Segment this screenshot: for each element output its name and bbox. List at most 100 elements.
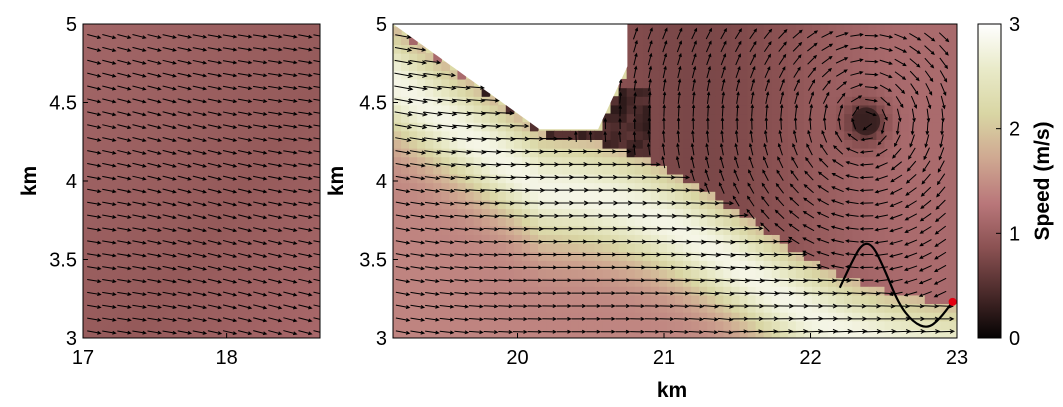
speed-cell (651, 88, 660, 97)
speed-cell (441, 303, 450, 312)
speed-cell (619, 174, 628, 183)
speed-cell (812, 321, 821, 330)
speed-cell (627, 105, 636, 114)
speed-cell (538, 191, 547, 200)
speed-cell (707, 44, 716, 53)
speed-cell (514, 165, 523, 174)
speed-cell (796, 278, 805, 287)
speed-cell (957, 165, 966, 174)
speed-cell (466, 329, 475, 338)
speed-cell (441, 88, 450, 97)
speed-cell (522, 312, 531, 321)
speed-cell (917, 113, 926, 122)
speed-cell (602, 252, 611, 261)
speed-cell (627, 96, 636, 105)
speed-cell (619, 252, 628, 261)
speed-cell (764, 174, 773, 183)
speed-cell (425, 278, 434, 287)
speed-cell (611, 260, 620, 269)
speed-cell (868, 269, 877, 278)
speed-cell (498, 243, 507, 252)
speed-cell (756, 62, 765, 71)
speed-cell (409, 252, 418, 261)
speed-cell (957, 44, 966, 53)
speed-cell (482, 269, 491, 278)
speed-cell (586, 243, 595, 252)
speed-cell (780, 286, 789, 295)
speed-cell (457, 113, 466, 122)
speed-cell (594, 139, 603, 148)
speed-cell (586, 252, 595, 261)
speed-cell (602, 278, 611, 287)
speed-cell (594, 303, 603, 312)
speed-cell (441, 217, 450, 226)
speed-cell (731, 329, 740, 338)
speed-cell (643, 191, 652, 200)
speed-cell (538, 243, 547, 252)
speed-cell (675, 131, 684, 140)
speed-cell (570, 278, 579, 287)
speed-cell (393, 200, 402, 209)
speed-cell (788, 53, 797, 62)
speed-cell (756, 44, 765, 53)
speed-cell (957, 148, 966, 157)
speed-cell (594, 278, 603, 287)
speed-cell (884, 19, 893, 28)
speed-cell (731, 303, 740, 312)
speed-cell (788, 243, 797, 252)
speed-cell (925, 295, 934, 304)
speed-cell (852, 36, 861, 45)
speed-cell (796, 131, 805, 140)
speed-cell (893, 278, 902, 287)
speed-cell (893, 165, 902, 174)
speed-cell (957, 329, 966, 338)
speed-cell (506, 295, 515, 304)
speed-cell (957, 286, 966, 295)
speed-cell (570, 191, 579, 200)
speed-cell (651, 278, 660, 287)
speed-cell (925, 269, 934, 278)
speed-cell (941, 243, 950, 252)
speed-cell (611, 148, 620, 157)
speed-cell (466, 321, 475, 330)
speed-cell (699, 295, 708, 304)
speed-cell (756, 131, 765, 140)
speed-cell (627, 321, 636, 330)
speed-cell (667, 62, 676, 71)
speed-cell (433, 191, 442, 200)
speed-cell (586, 286, 595, 295)
speed-cell (562, 243, 571, 252)
speed-cell (739, 183, 748, 192)
speed-cell (748, 321, 757, 330)
speed-cell (457, 148, 466, 157)
speed-cell (619, 165, 628, 174)
left-y-tick-label: 5 (66, 14, 77, 36)
speed-cell (594, 234, 603, 243)
speed-cell (578, 295, 587, 304)
speed-cell (409, 191, 418, 200)
speed-cell (949, 260, 958, 269)
speed-cell (457, 312, 466, 321)
speed-cell (772, 113, 781, 122)
right-y-tick-label: 3 (376, 328, 387, 350)
speed-cell (788, 321, 797, 330)
left-panel: 17 1833.544.55 km (18, 14, 327, 369)
left-y-tick-label: 3.5 (49, 250, 77, 272)
speed-cell (659, 329, 668, 338)
speed-cell (586, 234, 595, 243)
speed-cell (530, 303, 539, 312)
speed-cell (627, 243, 636, 252)
speed-cell (675, 303, 684, 312)
speed-cell (554, 312, 563, 321)
speed-cell (844, 105, 853, 114)
speed-cell (474, 295, 483, 304)
speed-cell (949, 183, 958, 192)
speed-cell (659, 226, 668, 235)
speed-cell (764, 295, 773, 304)
speed-cell (627, 165, 636, 174)
speed-cell (562, 295, 571, 304)
speed-cell (425, 321, 434, 330)
speed-cell (925, 122, 934, 131)
speed-cell (546, 174, 555, 183)
speed-cell (836, 36, 845, 45)
